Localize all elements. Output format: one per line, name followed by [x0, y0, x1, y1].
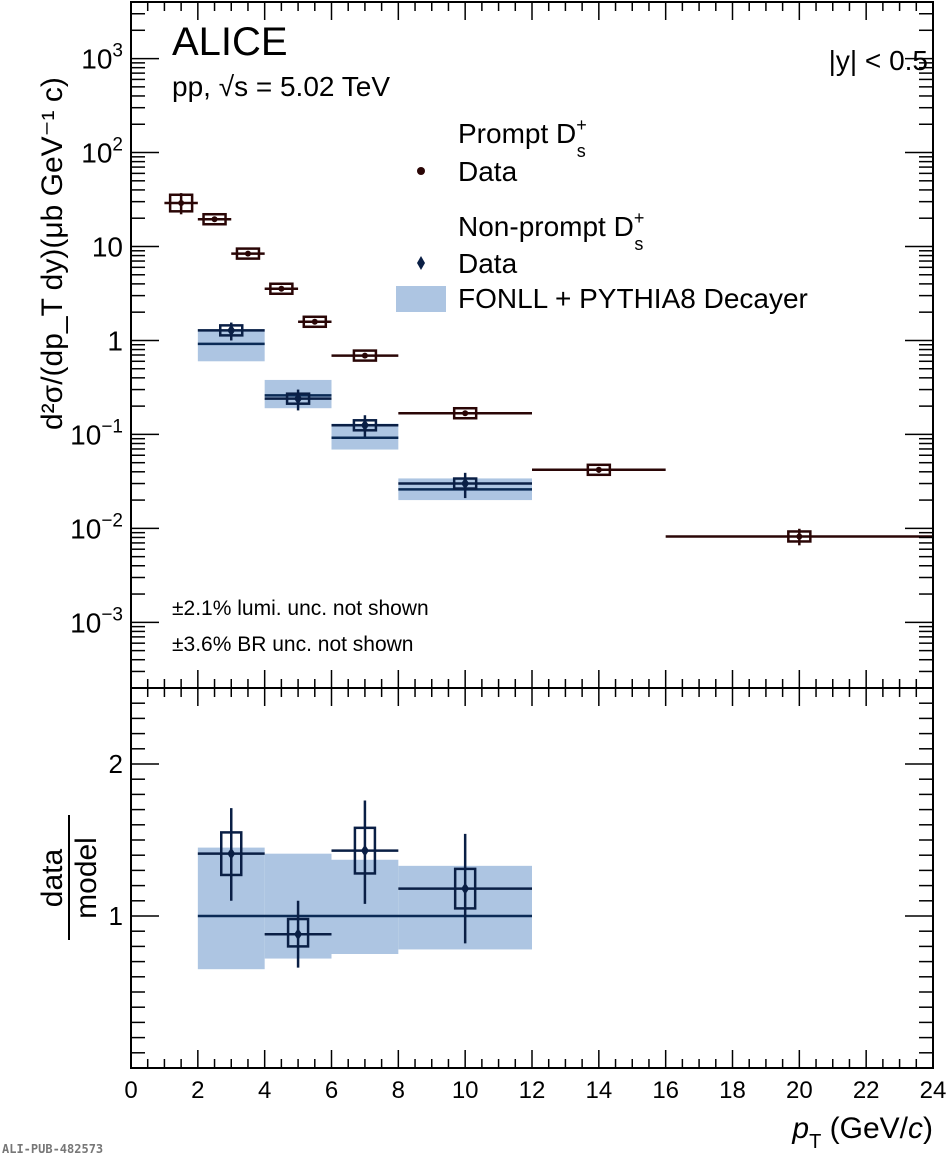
data-point-prompt [361, 352, 368, 359]
ratio-point [360, 844, 369, 857]
ratio-syst-box [353, 826, 377, 875]
data-point-nonprompt [227, 324, 236, 337]
legend-prompt-header: Prompt D+ s [458, 115, 587, 161]
legend-nonprompt-header: Non-prompt D+ s [458, 208, 644, 254]
legend-nonprompt-data: Data [458, 248, 518, 279]
data-point-nonprompt [360, 419, 369, 432]
data-point-nonprompt [294, 392, 303, 405]
chart-subtitle: pp, √s = 5.02 TeV [172, 71, 390, 102]
legend-nonprompt-marker [417, 256, 425, 270]
legend-prompt-marker [417, 167, 425, 175]
ratio-syst-box [220, 831, 243, 877]
x-tick-label: 12 [519, 1077, 546, 1104]
y-tick-label: 10 [92, 231, 123, 262]
x-tick-label: 4 [258, 1077, 271, 1104]
ratio-syst-box [286, 917, 310, 948]
ratio-label-num: data [36, 848, 69, 907]
data-point-prompt [796, 533, 803, 540]
legend-prompt-data: Data [458, 156, 518, 187]
data-syst-box [168, 193, 194, 213]
ratio-panel [197, 800, 532, 970]
ratio-y-tick-label: 2 [109, 749, 123, 779]
y-tick-label: 103 [81, 41, 123, 75]
data-point-prompt [595, 466, 602, 473]
x-tick-label: 20 [786, 1077, 813, 1104]
ratio-syst-box [453, 867, 477, 910]
legend: Prompt D+ s Data Non-prompt D+ s Data FONL… [396, 115, 808, 314]
data-point-prompt [244, 250, 251, 257]
x-tick-label: 24 [920, 1077, 947, 1104]
data-syst-box [302, 315, 328, 329]
legend-model: FONLL + PYTHIA8 Decayer [458, 283, 808, 314]
ratio-point [227, 847, 236, 860]
data-point-prompt [211, 216, 218, 223]
data-point-prompt [462, 410, 469, 417]
legend-model-swatch [396, 286, 446, 312]
watermark: ALI-PUB-482573 [2, 1142, 103, 1156]
chart-title: ALICE [172, 20, 288, 64]
data-syst-box [235, 247, 261, 260]
note-lumi: ±2.1% lumi. unc. not shown [172, 597, 429, 620]
data-point-prompt [311, 318, 318, 325]
x-tick-label: 16 [652, 1077, 679, 1104]
y-tick-label: 10−1 [70, 416, 123, 450]
x-tick-label: 0 [124, 1077, 137, 1104]
x-tick-label: 22 [853, 1077, 880, 1104]
x-tick-label: 2 [191, 1077, 204, 1104]
rapidity-label: |y| < 0.5 [829, 45, 928, 76]
x-axis-label: pT (GeV/c) [791, 1112, 933, 1153]
y-tick-label: 1 [107, 325, 123, 356]
x-tick-label: 18 [719, 1077, 746, 1104]
data-syst-box [452, 406, 478, 420]
x-tick-label: 8 [392, 1077, 405, 1104]
note-br: ±3.6% BR unc. not shown [172, 633, 414, 656]
y-tick-label: 10−2 [70, 510, 123, 544]
data-syst-box [586, 463, 612, 477]
y-axis-label-ratio: data model [36, 815, 103, 940]
data-point-prompt [178, 200, 185, 207]
axes: 0 2 4 6 8 10 12 14 16 18 20 22 2410310210110−110−210… [70, 1, 947, 1104]
y-tick-label: 10−3 [70, 604, 123, 638]
data-syst-box [269, 282, 294, 295]
y-tick-label: 102 [81, 135, 123, 169]
ratio-y-tick-label: 1 [109, 901, 123, 931]
data-syst-box [787, 530, 812, 543]
data-point-prompt [278, 285, 285, 292]
data-point-nonprompt [461, 477, 470, 490]
ratio-label-den: model [70, 837, 103, 919]
top-panel [164, 193, 933, 546]
ratio-point [294, 928, 303, 941]
x-tick-label: 14 [585, 1077, 612, 1104]
y-axis-label-top: d²σ/(dp_T dy)(μb GeV⁻¹ c) [36, 77, 69, 430]
data-syst-box [202, 212, 227, 226]
data-syst-box [352, 349, 378, 362]
x-tick-label: 6 [325, 1077, 338, 1104]
ratio-point [461, 882, 470, 895]
x-tick-label: 10 [452, 1077, 479, 1104]
